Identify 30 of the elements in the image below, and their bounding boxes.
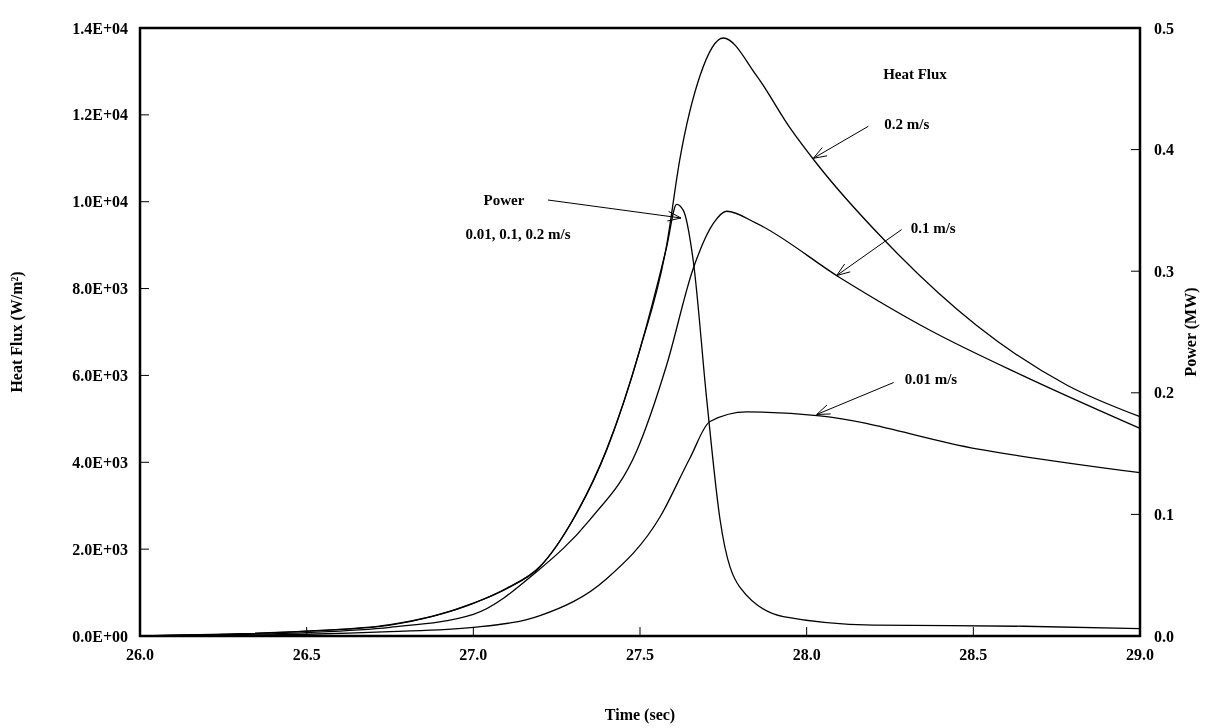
x-axis-title: Time (sec) [604,706,676,724]
x-tick-label: 26.0 [126,646,154,663]
y-tick-label: 1.0E+04 [72,193,128,211]
annotation: Heat Flux [883,66,948,83]
y-tick-label: 4.0E+03 [72,453,128,471]
annotation: 0.2 m/s [884,115,930,132]
x-tick-label: 27.0 [459,646,488,663]
y2-tick-label: 0.2 [1154,384,1174,402]
y-tick-label: 6.0E+03 [72,367,128,385]
annotation: 0.1 m/s [910,219,956,236]
annotation: Power [483,192,525,209]
y-tick-label: 8.0E+03 [72,280,128,298]
x-tick-label: 27.5 [626,646,654,663]
x-tick-label: 28.5 [959,646,988,663]
y2-tick-label: 0.0 [1154,627,1174,645]
y2-axis-title: Power (MW) [1182,287,1200,377]
y2-tick-label: 0.3 [1154,262,1174,280]
x-tick-label: 29.0 [1126,646,1154,663]
x-tick-label: 26.5 [292,646,321,663]
y2-tick-label: 0.5 [1154,19,1174,37]
x-tick-label: 28.0 [792,646,821,663]
y-tick-label: 1.4E+04 [72,19,128,37]
y2-tick-label: 0.1 [1154,506,1174,523]
y-tick-label: 0.0E+00 [72,627,128,645]
annotation: 0.01, 0.1, 0.2 m/s [465,226,571,243]
y-tick-label: 1.2E+04 [72,106,128,124]
y-axis-title: Heat Flux (W/m²) [8,271,26,393]
y2-tick-label: 0.4 [1154,141,1174,159]
annotation: 0.01 m/s [904,370,958,387]
y-tick-label: 2.0E+03 [72,540,128,558]
